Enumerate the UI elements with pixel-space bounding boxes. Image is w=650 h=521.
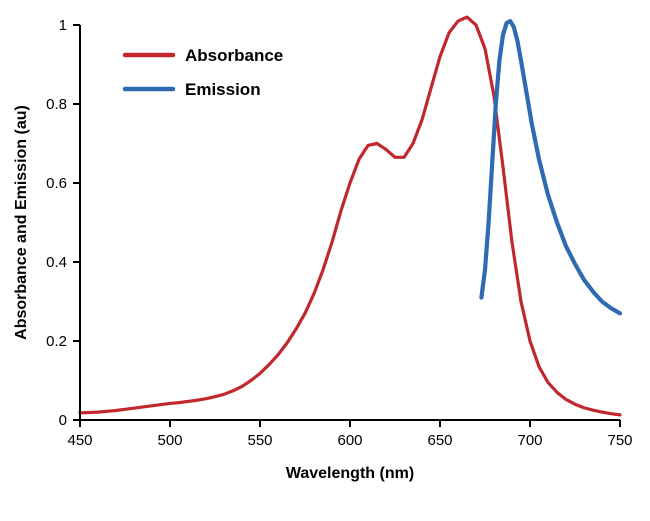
- spectrum-chart: 450 500 550 600 650 700 750 0 0.2 0.4 0.6 0.8 1 Wavel…: [0, 0, 650, 521]
- y-tick-label: 0: [59, 412, 67, 429]
- x-tick-label: 550: [247, 432, 272, 449]
- y-tick-label: 0.2: [46, 333, 67, 350]
- y-tick-label: 0.8: [46, 96, 67, 113]
- x-tick-label: 600: [337, 432, 362, 449]
- x-tick-label: 450: [67, 432, 92, 449]
- y-tick-label: 0.4: [46, 254, 67, 271]
- x-tick-label: 650: [427, 432, 452, 449]
- x-tick-label: 700: [517, 432, 542, 449]
- y-tick-label: 1: [59, 17, 67, 34]
- chart-svg: 450 500 550 600 650 700 750 0 0.2 0.4 0.6 0.8 1 Wavel…: [0, 0, 650, 521]
- y-tick-label: 0.6: [46, 175, 67, 192]
- x-tick-label: 500: [157, 432, 182, 449]
- y-axis-label: Absorbance and Emission (au): [13, 105, 30, 340]
- legend-label-emission: Emission: [185, 80, 261, 99]
- legend-label-absorbance: Absorbance: [185, 46, 283, 65]
- x-axis-label: Wavelength (nm): [286, 465, 414, 482]
- x-tick-label: 750: [607, 432, 632, 449]
